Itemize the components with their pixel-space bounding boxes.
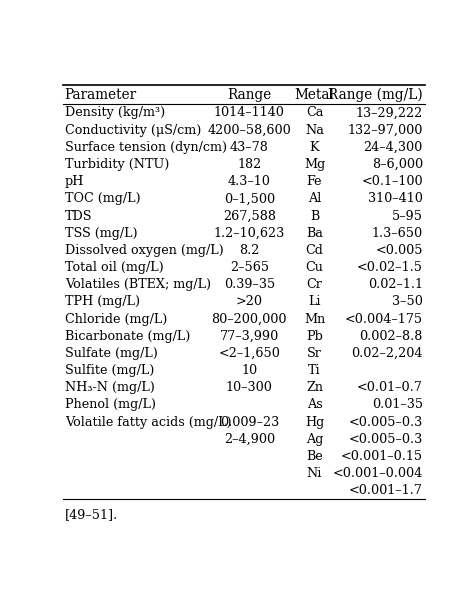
Text: Sulfate (mg/L): Sulfate (mg/L) <box>65 347 158 360</box>
Text: Zn: Zn <box>306 381 323 394</box>
Text: Mn: Mn <box>304 313 325 325</box>
Text: Li: Li <box>308 295 321 308</box>
Text: K: K <box>310 141 319 154</box>
Text: 1.3–650: 1.3–650 <box>372 227 423 239</box>
Text: <0.005–0.3: <0.005–0.3 <box>349 433 423 446</box>
Text: 0.002–8.8: 0.002–8.8 <box>360 330 423 343</box>
Text: TOC (mg/L): TOC (mg/L) <box>65 192 140 205</box>
Text: 0.009–23: 0.009–23 <box>220 416 279 429</box>
Text: Total oil (mg/L): Total oil (mg/L) <box>65 261 164 274</box>
Text: 310–410: 310–410 <box>368 192 423 205</box>
Text: Fe: Fe <box>307 175 322 188</box>
Text: Ti: Ti <box>308 364 321 377</box>
Text: Phenol (mg/L): Phenol (mg/L) <box>65 398 156 411</box>
Text: Hg: Hg <box>305 416 324 429</box>
Text: <2–1,650: <2–1,650 <box>219 347 280 360</box>
Text: 80–200,000: 80–200,000 <box>211 313 287 325</box>
Text: 43–78: 43–78 <box>230 141 269 154</box>
Text: Cr: Cr <box>307 278 322 291</box>
Text: <0.1–100: <0.1–100 <box>361 175 423 188</box>
Text: <0.001–1.7: <0.001–1.7 <box>349 484 423 497</box>
Text: Pb: Pb <box>306 330 323 343</box>
Text: <0.001–0.15: <0.001–0.15 <box>341 450 423 463</box>
Text: <0.004–175: <0.004–175 <box>345 313 423 325</box>
Text: Range: Range <box>227 88 272 102</box>
Text: 10–300: 10–300 <box>226 381 273 394</box>
Text: 13–29,222: 13–29,222 <box>356 106 423 120</box>
Text: 0.01–35: 0.01–35 <box>372 398 423 411</box>
Text: Cd: Cd <box>306 244 323 257</box>
Text: 2–4,900: 2–4,900 <box>224 433 275 446</box>
Text: 0.39–35: 0.39–35 <box>224 278 275 291</box>
Text: 10: 10 <box>241 364 257 377</box>
Text: Surface tension (dyn/cm): Surface tension (dyn/cm) <box>65 141 227 154</box>
Text: <0.005: <0.005 <box>375 244 423 257</box>
Text: Metal: Metal <box>294 88 335 102</box>
Text: Dissolved oxygen (mg/L): Dissolved oxygen (mg/L) <box>65 244 224 257</box>
Text: Turbidity (NTU): Turbidity (NTU) <box>65 158 169 171</box>
Text: <0.02–1.5: <0.02–1.5 <box>357 261 423 274</box>
Text: 5–95: 5–95 <box>392 209 423 222</box>
Text: Be: Be <box>306 450 323 463</box>
Text: Mg: Mg <box>304 158 325 171</box>
Text: Range (mg/L): Range (mg/L) <box>328 88 423 102</box>
Text: 182: 182 <box>237 158 262 171</box>
Text: [49–51].: [49–51]. <box>65 508 118 521</box>
Text: pH: pH <box>65 175 84 188</box>
Text: <0.005–0.3: <0.005–0.3 <box>349 416 423 429</box>
Text: 267,588: 267,588 <box>223 209 276 222</box>
Text: 2–565: 2–565 <box>230 261 269 274</box>
Text: Cu: Cu <box>306 261 323 274</box>
Text: <0.01–0.7: <0.01–0.7 <box>357 381 423 394</box>
Text: 0–1,500: 0–1,500 <box>224 192 275 205</box>
Text: 1014–1140: 1014–1140 <box>214 106 285 120</box>
Text: Conductivity (μS/cm): Conductivity (μS/cm) <box>65 123 201 137</box>
Text: 132–97,000: 132–97,000 <box>347 123 423 137</box>
Text: B: B <box>310 209 319 222</box>
Text: As: As <box>307 398 322 411</box>
Text: Volatile fatty acids (mg/L): Volatile fatty acids (mg/L) <box>65 416 231 429</box>
Text: 4.3–10: 4.3–10 <box>228 175 271 188</box>
Text: Na: Na <box>305 123 324 137</box>
Text: TSS (mg/L): TSS (mg/L) <box>65 227 137 239</box>
Text: <0.001–0.004: <0.001–0.004 <box>333 467 423 480</box>
Text: >20: >20 <box>236 295 263 308</box>
Text: Ni: Ni <box>307 467 322 480</box>
Text: Sr: Sr <box>307 347 322 360</box>
Text: 3–50: 3–50 <box>392 295 423 308</box>
Text: 8.2: 8.2 <box>239 244 260 257</box>
Text: 4200–58,600: 4200–58,600 <box>208 123 291 137</box>
Text: 77–3,990: 77–3,990 <box>220 330 279 343</box>
Text: Sulfite (mg/L): Sulfite (mg/L) <box>65 364 154 377</box>
Text: Chloride (mg/L): Chloride (mg/L) <box>65 313 167 325</box>
Text: NH₃-N (mg/L): NH₃-N (mg/L) <box>65 381 155 394</box>
Text: Density (kg/m³): Density (kg/m³) <box>65 106 165 120</box>
Text: TDS: TDS <box>65 209 92 222</box>
Text: Al: Al <box>308 192 321 205</box>
Text: Bicarbonate (mg/L): Bicarbonate (mg/L) <box>65 330 190 343</box>
Text: 8–6,000: 8–6,000 <box>372 158 423 171</box>
Text: 1.2–10,623: 1.2–10,623 <box>214 227 285 239</box>
Text: Ca: Ca <box>306 106 323 120</box>
Text: 0.02–1.1: 0.02–1.1 <box>368 278 423 291</box>
Text: TPH (mg/L): TPH (mg/L) <box>65 295 140 308</box>
Text: Volatiles (BTEX; mg/L): Volatiles (BTEX; mg/L) <box>65 278 211 291</box>
Text: 24–4,300: 24–4,300 <box>364 141 423 154</box>
Text: 0.02–2,204: 0.02–2,204 <box>351 347 423 360</box>
Text: Ag: Ag <box>306 433 323 446</box>
Text: Parameter: Parameter <box>65 88 137 102</box>
Text: Ba: Ba <box>306 227 323 239</box>
